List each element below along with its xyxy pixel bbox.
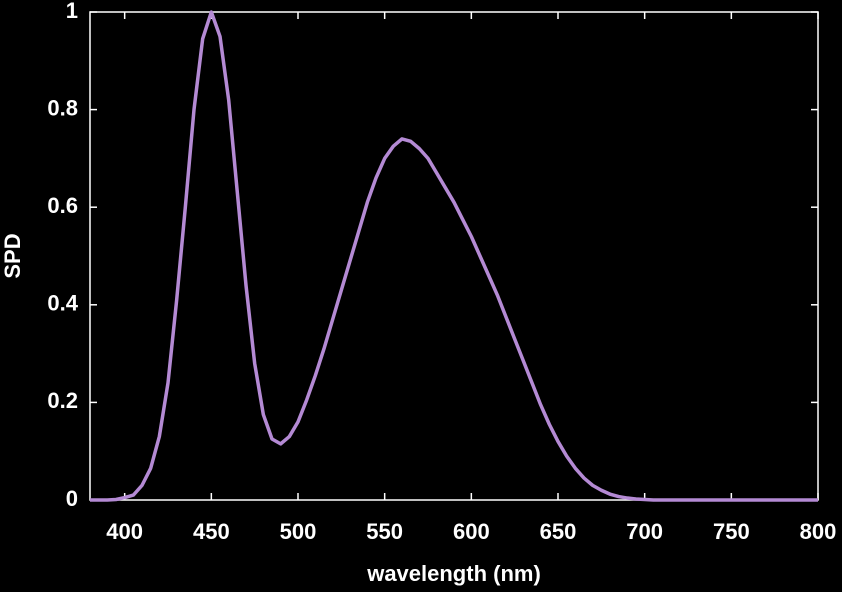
x-axis-label: wavelength (nm) xyxy=(366,561,541,586)
x-tick-label: 700 xyxy=(626,519,663,544)
plot-frame xyxy=(89,11,819,501)
x-tick-label: 400 xyxy=(106,519,143,544)
y-tick-label: 0.6 xyxy=(47,193,78,218)
x-tick-label: 500 xyxy=(280,519,317,544)
x-tick-label: 800 xyxy=(800,519,837,544)
y-tick-label: 0.2 xyxy=(47,388,78,413)
y-axis-label: SPD xyxy=(0,233,25,278)
y-tick-label: 0.4 xyxy=(47,291,78,316)
y-tick-label: 1 xyxy=(66,0,78,23)
x-tick-label: 650 xyxy=(540,519,577,544)
x-tick-label: 450 xyxy=(193,519,230,544)
x-tick-label: 550 xyxy=(366,519,403,544)
y-tick-label: 0 xyxy=(66,486,78,511)
x-tick-label: 600 xyxy=(453,519,490,544)
y-tick-label: 0.8 xyxy=(47,95,78,120)
spd-line xyxy=(90,10,818,502)
x-tick-label: 750 xyxy=(713,519,750,544)
